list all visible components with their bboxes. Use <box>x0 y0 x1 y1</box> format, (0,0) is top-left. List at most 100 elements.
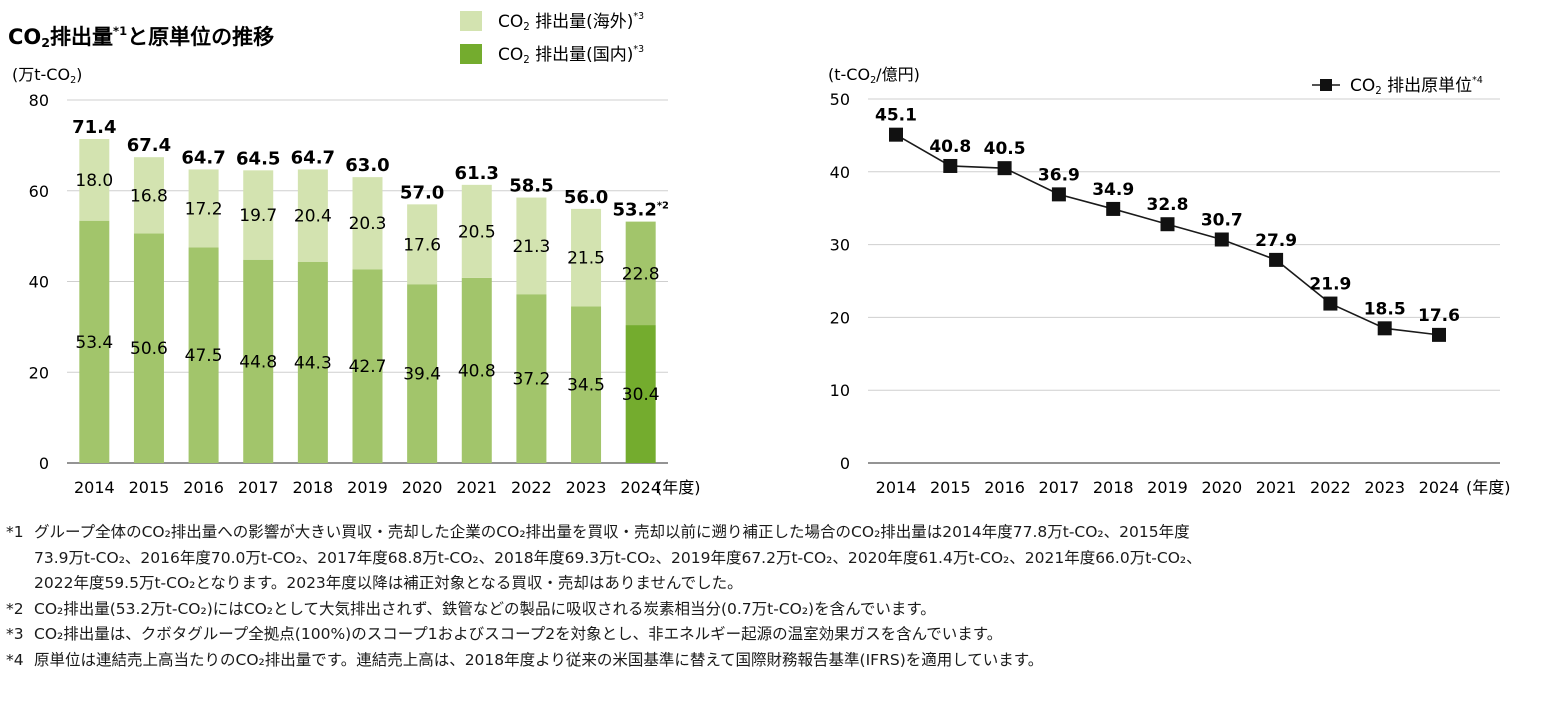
bar-overseas <box>407 204 438 285</box>
data-label-domestic: 40.8 <box>458 361 496 381</box>
x-tick-label: 2016 <box>984 478 1025 497</box>
total-label: 64.5 <box>236 148 280 169</box>
legend-label-domestic: CO2 排出量(国内)*3 <box>498 44 644 66</box>
total-label: 58.5 <box>509 176 553 197</box>
data-point <box>1432 327 1446 342</box>
x-tick-label: 2023 <box>1364 478 1405 497</box>
total-label: 61.3 <box>455 163 499 184</box>
data-point <box>997 161 1012 176</box>
footnote-text: 原単位は連結売上高当たりのCO₂排出量です。連結売上高は、2018年度より従来の… <box>34 650 1044 669</box>
y-tick-label: 80 <box>29 91 49 110</box>
footnote-text: グループ全体のCO₂排出量への影響が大きい買収・売却した企業のCO₂排出量を買収… <box>34 523 1190 541</box>
x-tick-label: 2015 <box>930 478 971 497</box>
data-label-overseas: 20.5 <box>458 222 496 242</box>
legend-marker <box>1320 79 1332 91</box>
legend-label-intensity: CO2 排出原単位*4 <box>1350 75 1483 97</box>
footnote-4: *4 原単位は連結売上高当たりのCO₂排出量です。連結売上高は、2018年度より従… <box>6 648 1546 674</box>
x-tick-label: 2020 <box>1201 478 1242 497</box>
footnote-mark: *4 <box>6 650 24 669</box>
x-tick-label: 2021 <box>1256 478 1297 497</box>
y-tick-label: 40 <box>830 163 850 182</box>
data-label-overseas: 18.0 <box>75 171 113 191</box>
data-point <box>1269 252 1284 267</box>
x-tick-label: 2024 <box>1419 478 1460 497</box>
x-tick-label: 2014 <box>876 478 917 497</box>
x-tick-label: 2023 <box>566 478 607 497</box>
bar-overseas <box>243 170 274 260</box>
footnotes: *1 グループ全体のCO₂排出量への影響が大きい買収・売却した企業のCO₂排出量を… <box>6 520 1546 673</box>
right-x-unit: (年度) <box>1466 478 1511 497</box>
x-tick-label: 2024 <box>620 478 661 497</box>
bar-overseas <box>188 169 219 248</box>
data-label: 36.9 <box>1038 165 1080 185</box>
data-label: 21.9 <box>1309 275 1351 295</box>
bar-overseas <box>625 221 656 326</box>
bar-domestic <box>352 269 383 463</box>
bar-domestic <box>243 259 274 463</box>
data-label-overseas: 17.6 <box>403 235 441 255</box>
data-label-domestic: 44.8 <box>239 352 277 372</box>
footnote-ref: *2 <box>657 201 669 212</box>
bar-chart: 0 20 40 60 80 53.4 18.0 71.4 2014 50.6 16.8 67.4 201… <box>29 91 669 497</box>
data-label-domestic: 30.4 <box>622 385 660 405</box>
data-label-overseas: 16.8 <box>130 186 168 206</box>
bar-domestic <box>625 325 656 463</box>
data-label: 34.9 <box>1092 180 1134 200</box>
legend-label-overseas: CO2 排出量(海外)*3 <box>498 11 644 33</box>
data-label-domestic: 50.6 <box>130 339 168 359</box>
series-line <box>895 133 1440 336</box>
y-tick-label: 30 <box>830 236 850 255</box>
data-point <box>1051 187 1066 202</box>
bar-domestic <box>571 306 602 463</box>
data-label-domestic: 47.5 <box>185 346 223 366</box>
total-label: 64.7 <box>291 147 335 168</box>
x-tick-label: 2018 <box>293 478 334 497</box>
legend-swatch-domestic <box>460 44 482 64</box>
bar-overseas <box>352 177 383 270</box>
y-tick-label: 10 <box>830 381 850 400</box>
data-point <box>1160 217 1175 232</box>
footnote-text: CO₂排出量は、クボタグループ全拠点(100%)のスコープ1およびスコープ2を対… <box>34 625 1003 644</box>
y-tick-label: 60 <box>29 182 49 201</box>
line-chart: 0 10 20 30 40 50 45.1 2014 40.8 2015 40.5 2016 36.9 2… <box>830 90 1500 497</box>
total-label: 71.4 <box>72 117 116 138</box>
data-point <box>943 158 958 173</box>
y-tick-label: 20 <box>830 308 850 327</box>
footnote-mark: *2 <box>6 599 24 618</box>
footnote-mark: *3 <box>6 625 24 644</box>
legend-swatch-overseas <box>460 11 482 31</box>
data-label-domestic: 39.4 <box>403 365 441 385</box>
footnote-mark: *1 <box>6 523 24 541</box>
data-point <box>1323 296 1338 311</box>
data-label-domestic: 34.5 <box>567 376 605 396</box>
total-label: 53.2*2 <box>612 200 669 221</box>
footnote-text: 2022年度59.5万t-CO₂となります。2023年度以降は補正対象となる買収… <box>34 574 743 593</box>
data-label-domestic: 37.2 <box>512 370 550 390</box>
x-tick-label: 2017 <box>1039 478 1080 497</box>
x-tick-label: 2015 <box>129 478 170 497</box>
footnote-text: CO₂排出量(53.2万t-CO₂)にはCO₂として大気排出されず、鉄管などの製… <box>34 599 936 618</box>
x-tick-label: 2021 <box>456 478 497 497</box>
bar-domestic <box>79 220 110 463</box>
data-label-overseas: 21.3 <box>512 237 550 257</box>
data-label: 18.5 <box>1364 299 1406 319</box>
bar-domestic <box>133 233 164 463</box>
bar-overseas <box>133 157 164 234</box>
bar-domestic <box>407 284 438 463</box>
footnote-2: *2 CO₂排出量(53.2万t-CO₂)にはCO₂として大気排出されず、鉄管など… <box>6 597 1546 623</box>
right-y-unit: (t-CO2/億円) <box>828 65 920 86</box>
x-tick-label: 2022 <box>1310 478 1351 497</box>
total-label: 64.7 <box>181 147 225 168</box>
left-y-unit: (万t-CO2) <box>12 65 82 86</box>
data-label-overseas: 20.3 <box>349 214 387 234</box>
data-label: 27.9 <box>1255 231 1297 251</box>
total-label: 56.0 <box>564 187 608 208</box>
footnote-1: *1 グループ全体のCO₂排出量への影響が大きい買収・売却した企業のCO₂排出量を… <box>6 520 1546 597</box>
footnote-text: 73.9万t-CO₂、2016年度70.0万t-CO₂、2017年度68.8万t… <box>34 548 1202 567</box>
data-label-domestic: 42.7 <box>349 357 387 377</box>
bar-domestic <box>297 261 328 463</box>
data-label-domestic: 44.3 <box>294 353 332 373</box>
bar-domestic <box>516 294 547 463</box>
data-point <box>889 127 903 142</box>
